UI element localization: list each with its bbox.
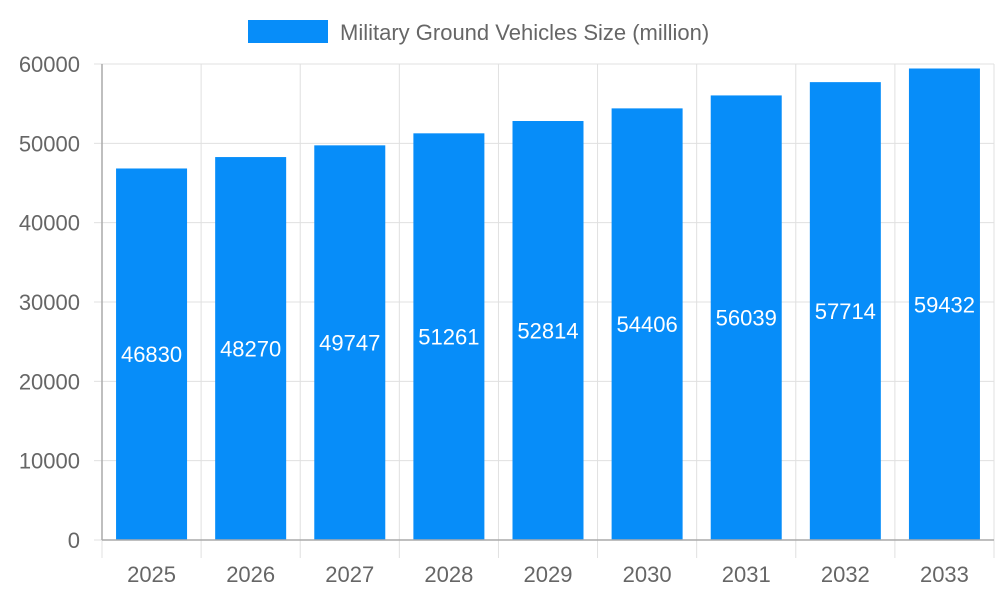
data-label-2028: 51261: [418, 325, 479, 350]
bars: 46830 48270 49747 51261 52814 54406 56039 57714…: [116, 68, 980, 541]
x-tick-label: 2031: [722, 562, 771, 587]
data-label-2033: 59432: [914, 292, 975, 317]
y-tick-label: 10000: [19, 449, 80, 474]
x-tick-label: 2026: [226, 562, 275, 587]
x-tick-label: 2028: [424, 562, 473, 587]
y-tick-label: 30000: [19, 290, 80, 315]
legend-label: Military Ground Vehicles Size (million): [340, 20, 709, 45]
x-tick-label: 2030: [623, 562, 672, 587]
data-label-2031: 56039: [716, 306, 777, 331]
y-tick-label: 20000: [19, 369, 80, 394]
x-tick-label: 2032: [821, 562, 870, 587]
bar-2029: [512, 121, 584, 540]
data-label-2026: 48270: [220, 337, 281, 362]
bar-2028: [413, 133, 485, 540]
x-tick-label: 2033: [920, 562, 969, 587]
legend[interactable]: Military Ground Vehicles Size (million): [248, 20, 709, 45]
bar-2026: [215, 157, 287, 541]
data-label-2029: 52814: [517, 319, 578, 344]
data-label-2030: 54406: [617, 312, 678, 337]
bar-2031: [710, 95, 782, 540]
data-label-2027: 49747: [319, 331, 380, 356]
x-tick-label: 2029: [524, 562, 573, 587]
x-tick-label: 2027: [325, 562, 374, 587]
bar-2030: [611, 108, 683, 541]
axes: 0 10000 20000 30000 40000 50000 60000 2025 2026 2…: [19, 52, 994, 587]
y-tick-label: 0: [68, 528, 80, 553]
bar-2025: [116, 168, 188, 540]
legend-swatch: [248, 20, 328, 43]
y-tick-label: 50000: [19, 131, 80, 156]
data-label-2032: 57714: [815, 299, 876, 324]
bar-2033: [908, 68, 980, 540]
data-label-2025: 46830: [121, 342, 182, 367]
y-tick-label: 40000: [19, 211, 80, 236]
x-tick-label: 2025: [127, 562, 176, 587]
y-tick-label: 60000: [19, 52, 80, 77]
bar-2032: [809, 82, 881, 541]
bar-2027: [314, 145, 386, 541]
